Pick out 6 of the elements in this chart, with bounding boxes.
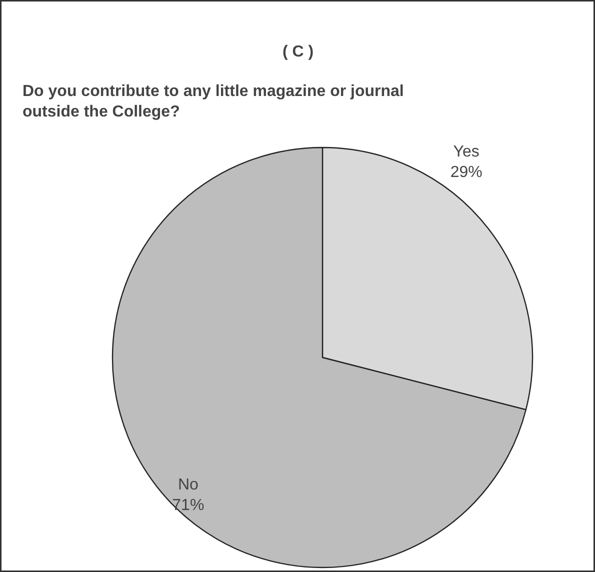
chart-title: ( C ) (282, 44, 314, 60)
slice-label: Yes (453, 144, 480, 161)
data-label: 71% (172, 496, 204, 514)
data-label: 29% (450, 164, 482, 182)
chart-subtitle: Do you contribute to any little magazine or journal outside the College? (22, 83, 404, 120)
slice-label: No (178, 476, 198, 494)
